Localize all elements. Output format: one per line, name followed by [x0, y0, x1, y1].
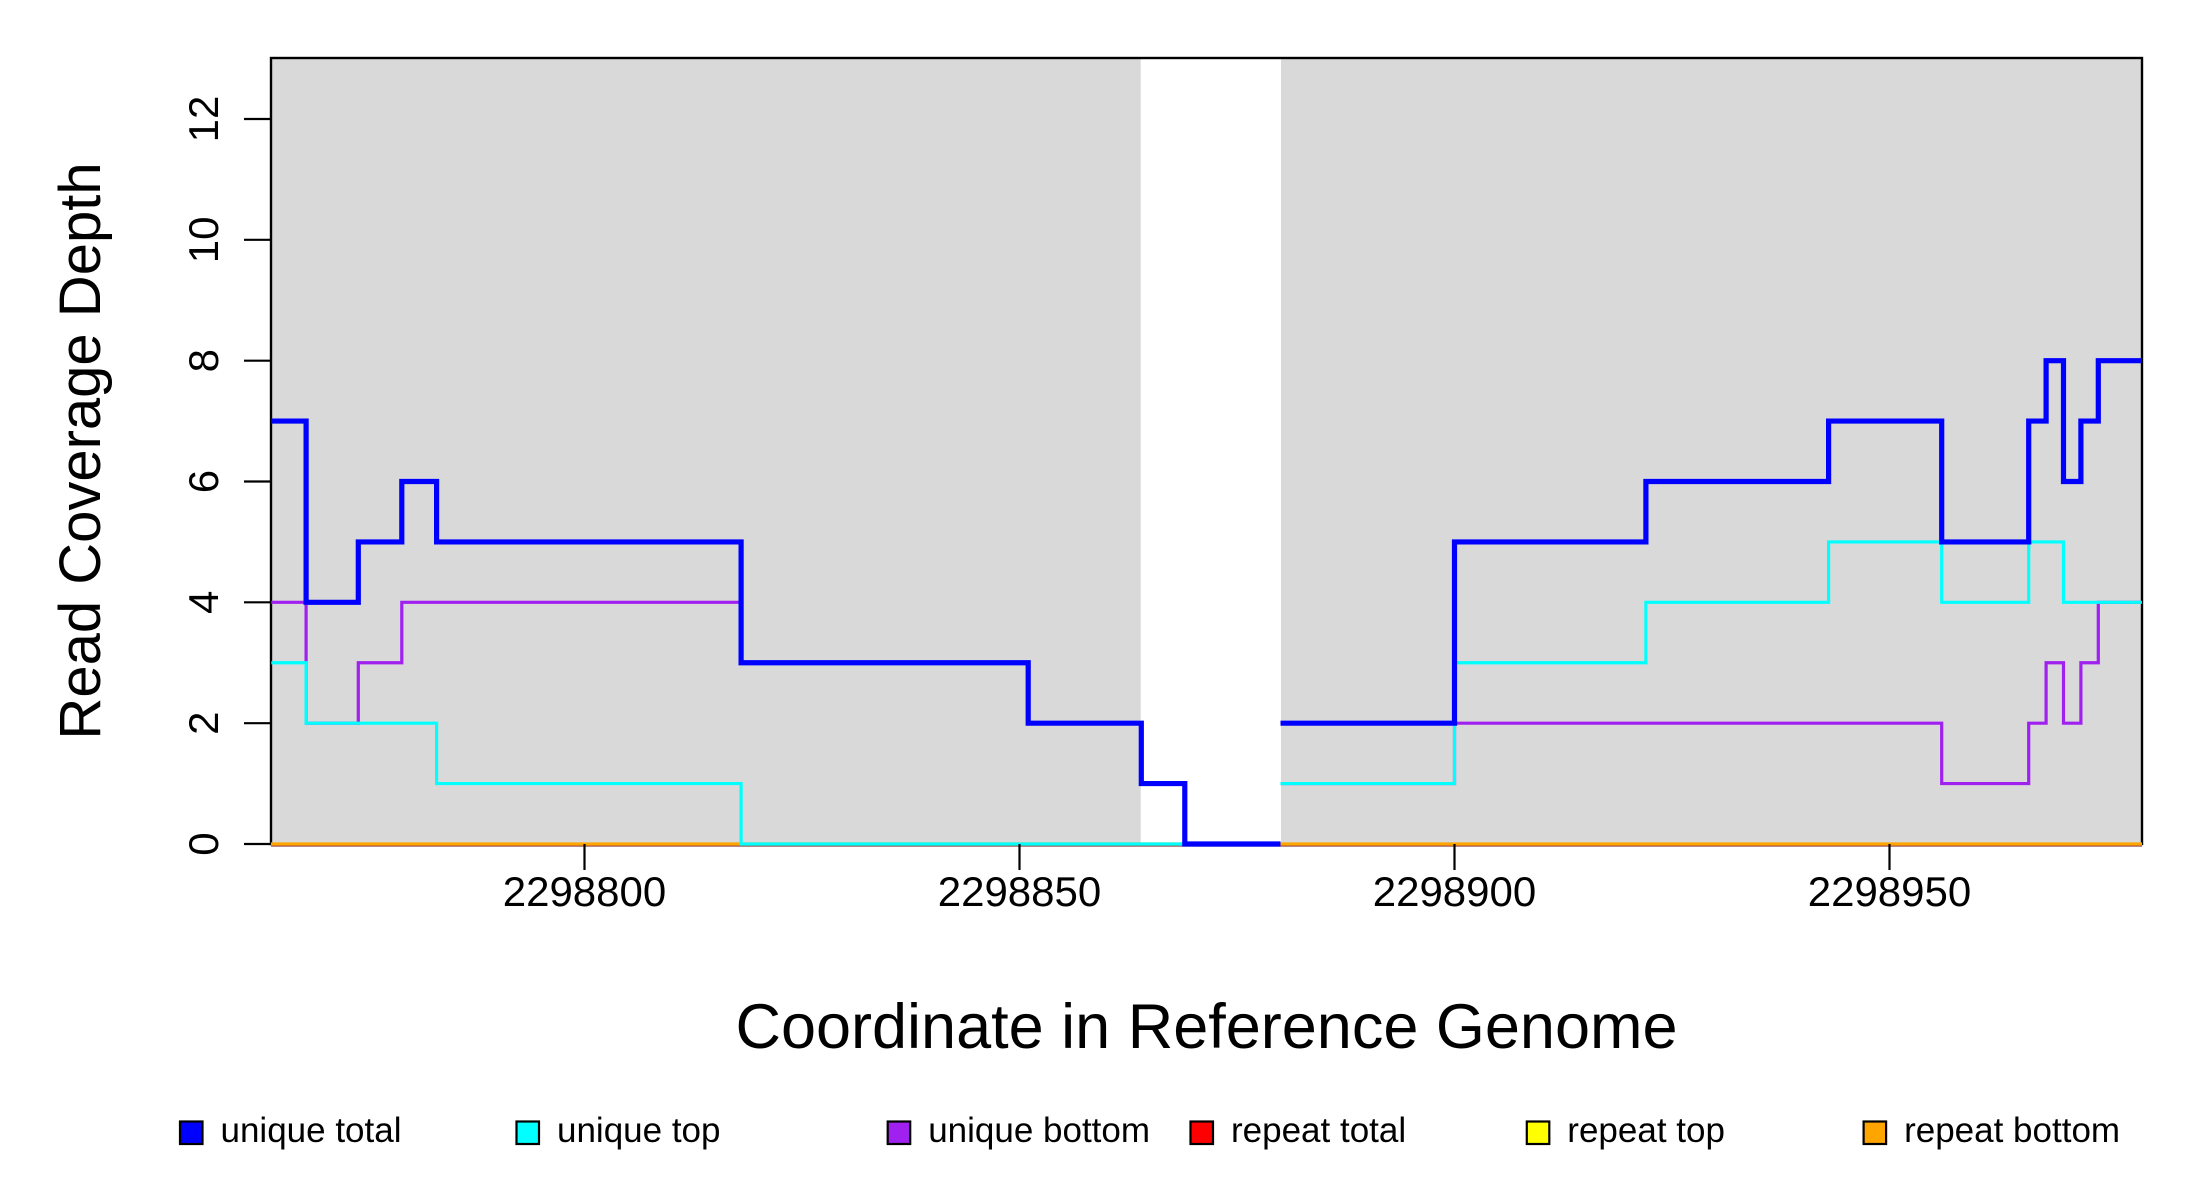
- svg-text:unique top: unique top: [557, 1111, 720, 1150]
- svg-text:2: 2: [180, 711, 227, 734]
- svg-text:8: 8: [180, 349, 227, 372]
- svg-text:2298950: 2298950: [1808, 868, 1972, 915]
- svg-text:6: 6: [180, 470, 227, 493]
- svg-text:4: 4: [180, 591, 227, 614]
- svg-text:Read Coverage Depth: Read Coverage Depth: [48, 162, 113, 739]
- svg-text:2298800: 2298800: [503, 868, 667, 915]
- svg-text:repeat total: repeat total: [1231, 1111, 1406, 1150]
- svg-text:Coordinate in Reference Genome: Coordinate in Reference Genome: [735, 992, 1677, 1062]
- svg-text:0: 0: [180, 832, 227, 855]
- svg-text:unique total: unique total: [221, 1111, 402, 1150]
- svg-text:repeat bottom: repeat bottom: [1904, 1111, 2120, 1150]
- svg-text:10: 10: [180, 216, 227, 263]
- svg-text:unique bottom: unique bottom: [928, 1111, 1150, 1150]
- svg-text:2298900: 2298900: [1373, 868, 1537, 915]
- svg-text:repeat top: repeat top: [1567, 1111, 1725, 1150]
- svg-text:12: 12: [180, 96, 227, 143]
- svg-text:2298850: 2298850: [938, 868, 1102, 915]
